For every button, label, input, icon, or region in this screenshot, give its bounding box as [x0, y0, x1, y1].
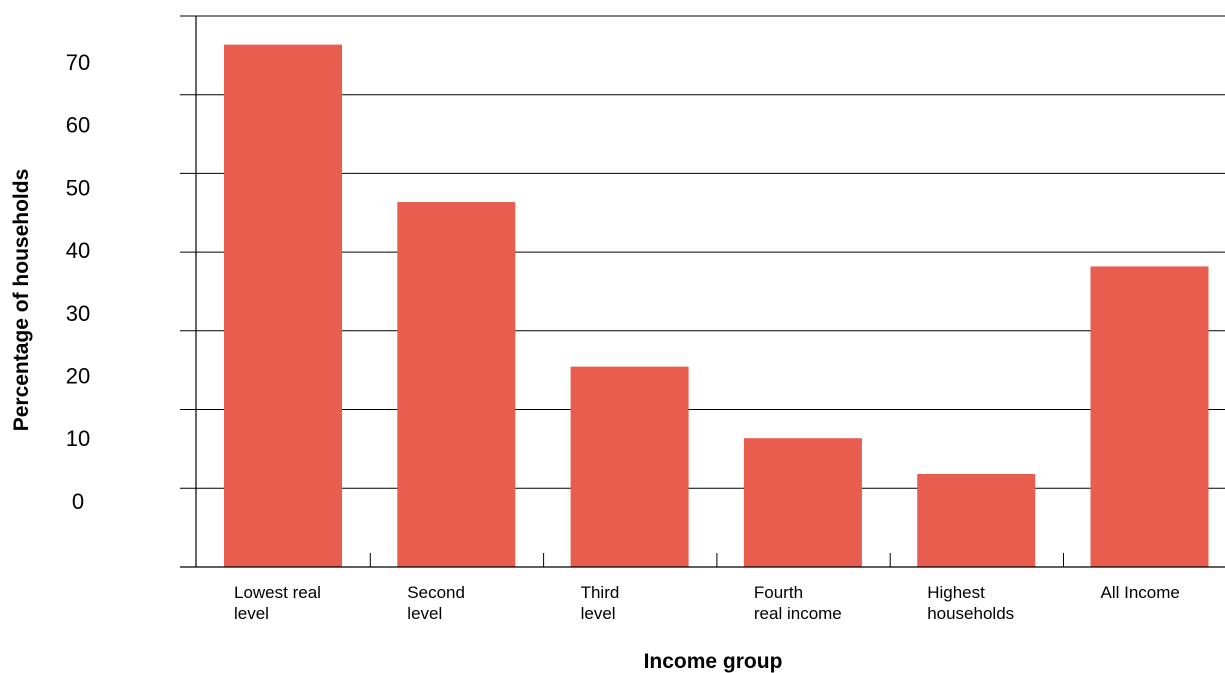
y-tick-label: 60: [66, 113, 90, 138]
x-axis-title: Income group: [644, 650, 783, 673]
bar: [570, 366, 689, 567]
y-tick-label: 50: [66, 175, 90, 200]
x-category-label: Second level: [407, 583, 465, 623]
y-tick-label: 70: [66, 50, 90, 75]
bar: [743, 438, 862, 567]
y-tick-label: 30: [66, 301, 90, 326]
axes: [180, 16, 1225, 568]
y-tick-label: 0: [72, 489, 84, 514]
bar: [224, 44, 342, 568]
x-category-label: Lowest real level: [234, 583, 321, 623]
x-category-label: Highest households: [927, 583, 1014, 623]
y-tick-label: 10: [66, 426, 90, 451]
y-tick-labels: 70 60 50 40 30 20 10 0: [66, 50, 90, 514]
gridlines: [180, 15, 1225, 489]
y-tick-label: 40: [66, 238, 90, 263]
x-category-label: All Income: [1101, 583, 1180, 602]
bar: [1090, 266, 1209, 567]
x-category-label: Fourth real income: [754, 583, 842, 623]
bar: [397, 202, 516, 567]
bars: [224, 44, 1209, 568]
x-category-labels: Lowest real level Second level Third level Fou…: [234, 583, 1180, 623]
bar: [917, 473, 1036, 567]
y-tick-label: 20: [66, 364, 90, 389]
x-category-label: Third level: [581, 583, 620, 623]
y-axis-title: Percentage of households: [10, 169, 33, 432]
